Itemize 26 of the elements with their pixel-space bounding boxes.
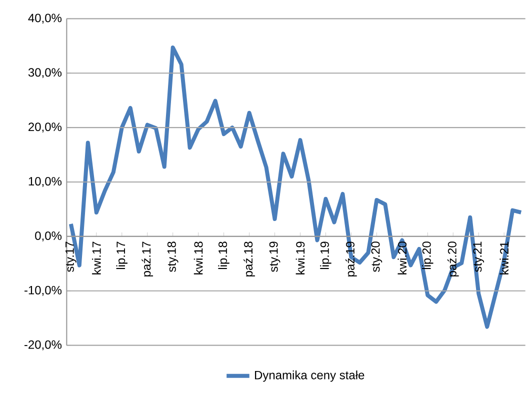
x-tick-label: kwi.20 [398, 242, 407, 274]
y-tick-label: 10,0% [28, 177, 62, 187]
x-tick-label: sty.20 [371, 242, 382, 272]
x-tick-label: kwi.19 [296, 242, 305, 274]
x-tick-label: sty.17 [66, 242, 76, 272]
y-tick-label: 40,0% [28, 14, 62, 24]
x-tick-label: sty.18 [167, 242, 178, 272]
x-tick-label: paź.18 [244, 242, 255, 276]
x-tick-label: lip.18 [218, 242, 230, 270]
x-tick-label: lip.17 [116, 242, 128, 270]
x-tick-label: kwi.17 [92, 242, 101, 274]
x-tick-label: lip.19 [320, 242, 332, 270]
y-tick-label: -20,0% [24, 340, 62, 350]
x-tick-label: paź.20 [447, 242, 459, 276]
y-tick-label: 20,0% [28, 122, 62, 132]
legend-label: Dynamika ceny stałe [255, 370, 364, 382]
y-tick-label: -10,0% [24, 286, 62, 296]
x-tick-label: paź.17 [142, 242, 154, 276]
x-tick-label: kwi.21 [500, 242, 508, 274]
x-tick-label: kwi.18 [194, 242, 203, 274]
y-tick-label: 0,0% [35, 231, 62, 242]
x-tick-label: sty.19 [269, 242, 280, 272]
x-tick-label: lip.20 [422, 242, 434, 270]
y-tick-label: 30,0% [28, 68, 62, 78]
x-tick-label: paź.19 [346, 242, 357, 276]
x-tick-label: sty.21 [473, 242, 484, 272]
